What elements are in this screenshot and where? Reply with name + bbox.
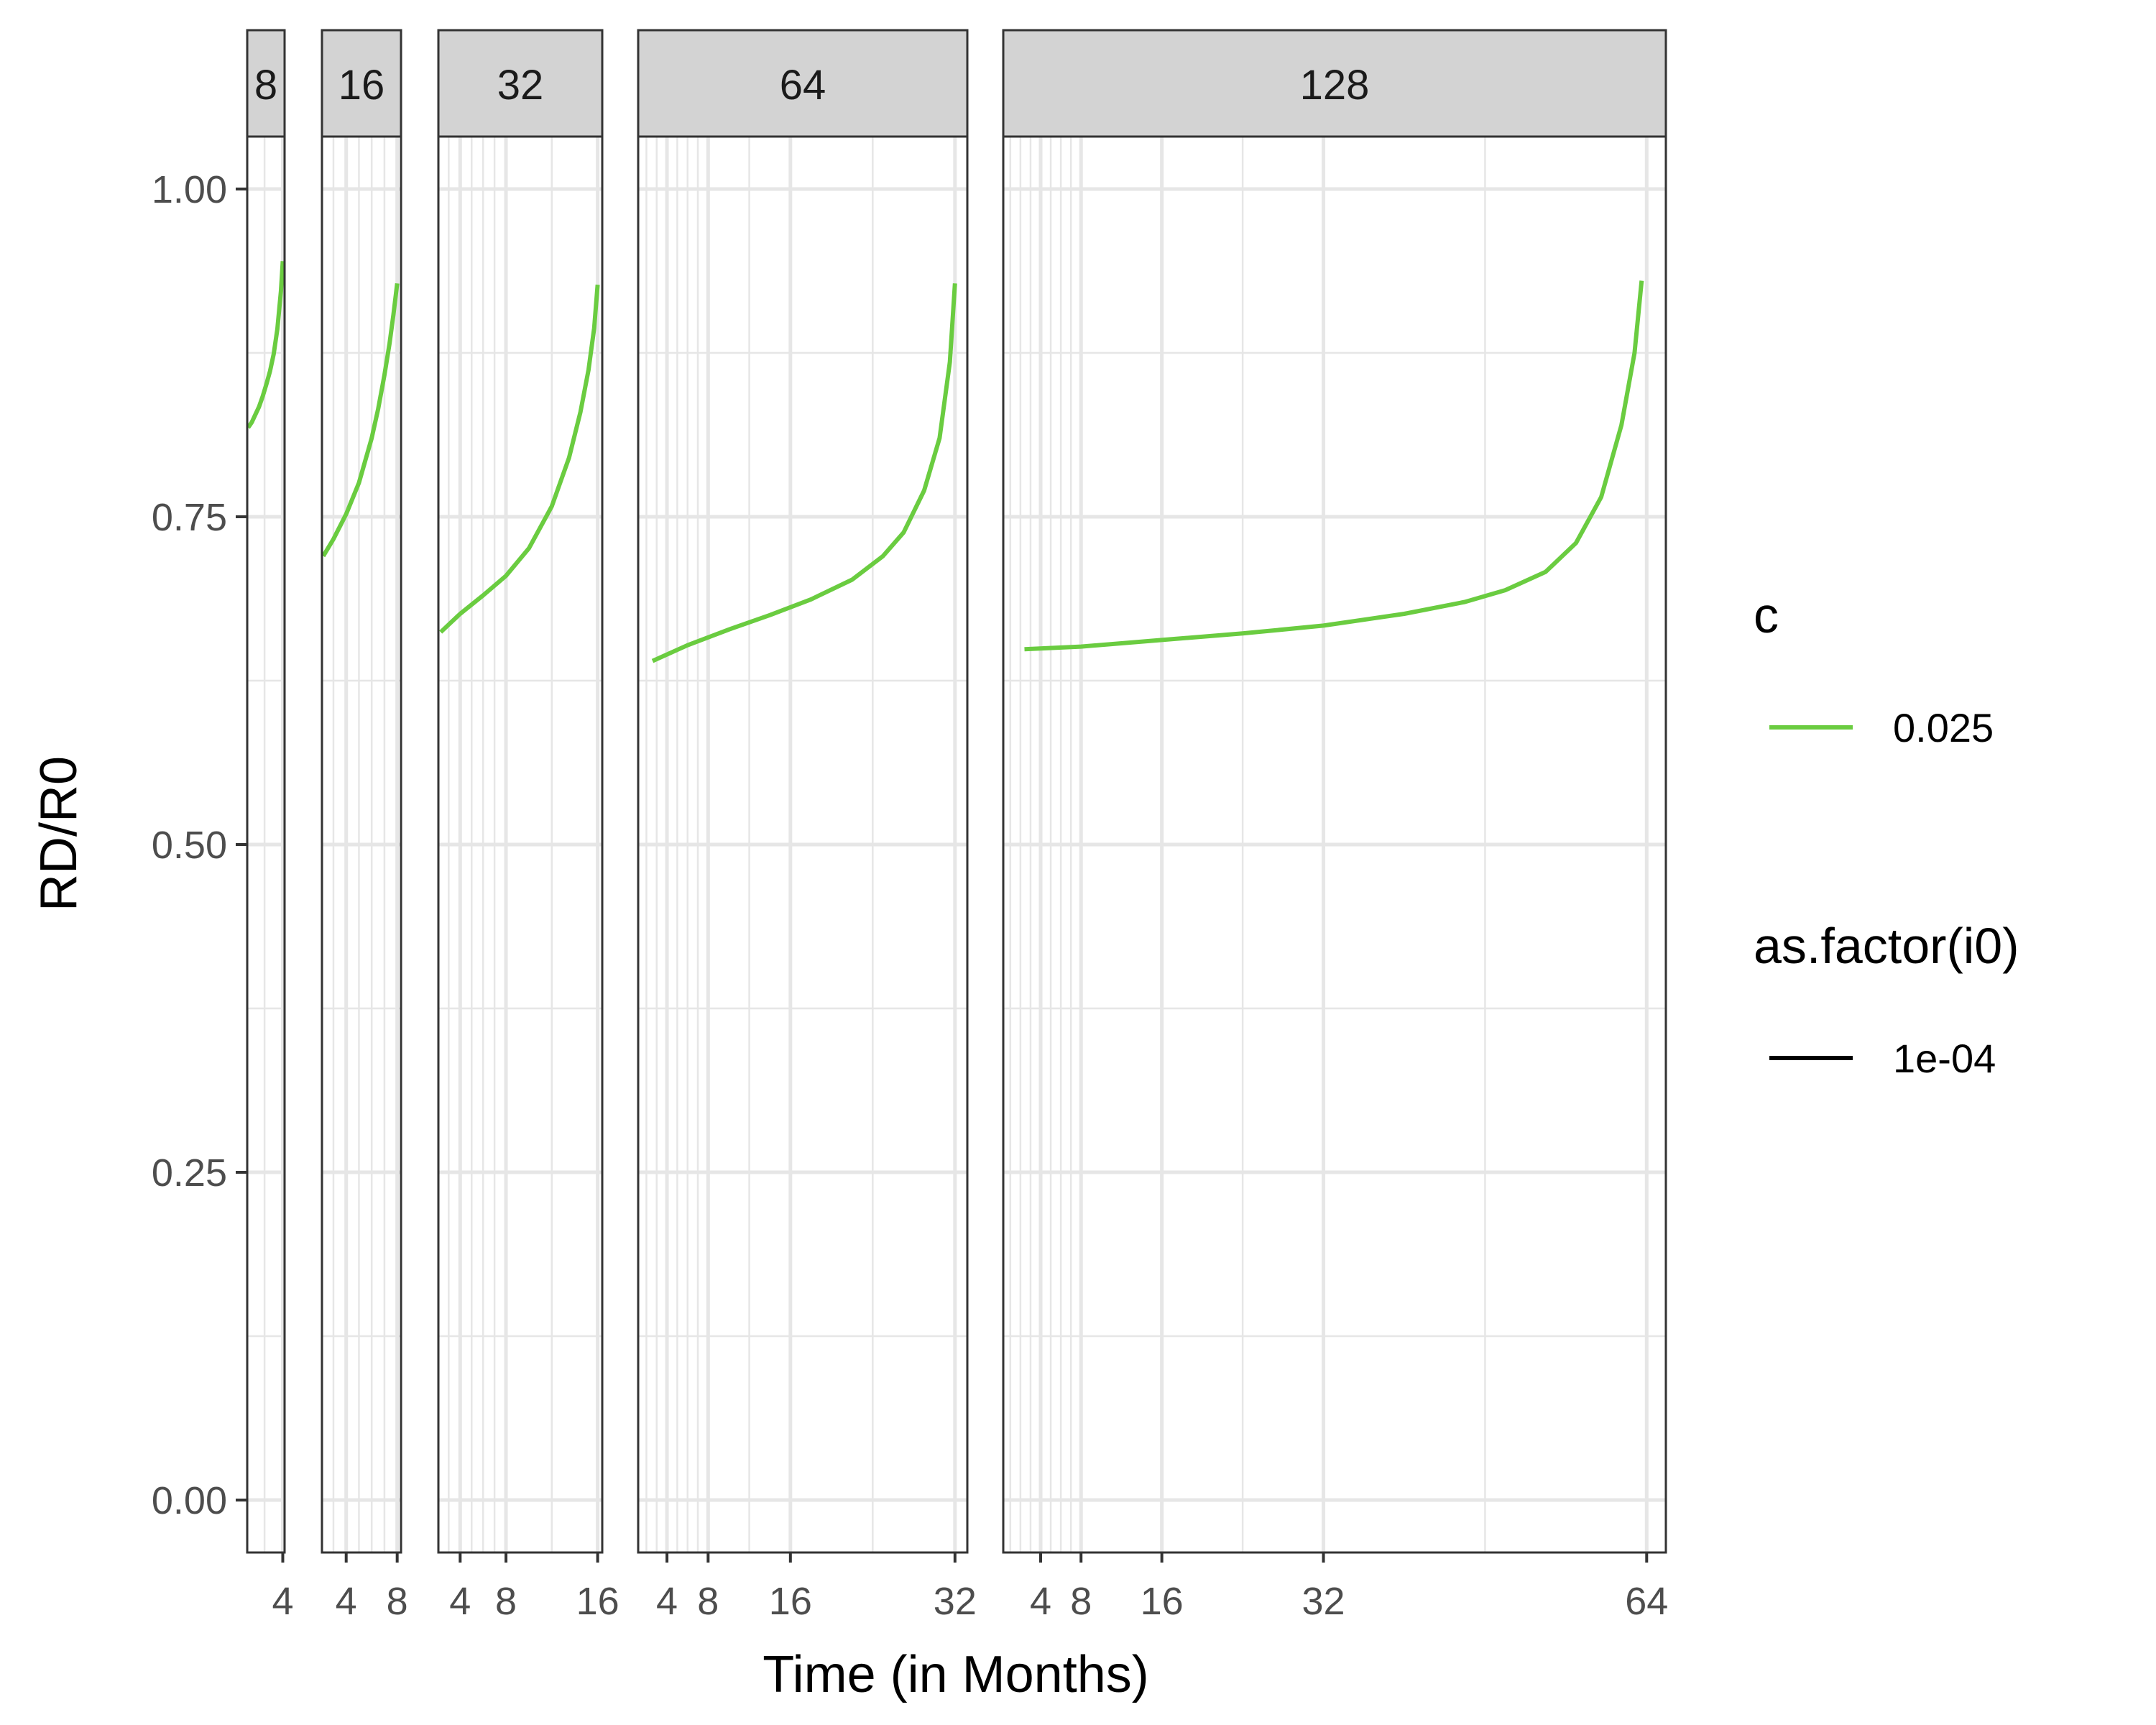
- facet-strip-label: 8: [254, 62, 277, 109]
- legend-title: as.factor(i0): [1754, 918, 2019, 974]
- facet-strip: [637, 29, 969, 138]
- x-tick-label: 16: [769, 1580, 812, 1623]
- legend-title: c: [1754, 587, 1779, 643]
- series-line-facet-64: [651, 283, 957, 663]
- y-tick-label: 0.25: [152, 1151, 227, 1195]
- y-tick-label: 0.00: [152, 1479, 227, 1522]
- facet-strip: [321, 29, 402, 138]
- facet-strip: [437, 29, 604, 138]
- facet-strip-label: 64: [780, 62, 826, 109]
- legend-i0: as.factor(i0) 1e-04: [1754, 918, 2019, 1081]
- series-line-facet-8: [246, 261, 285, 429]
- series-line-facet-32: [439, 284, 600, 634]
- x-tick-label: 4: [656, 1580, 678, 1623]
- x-tick-label: 4: [449, 1580, 471, 1623]
- facet-strip-label: 32: [497, 62, 544, 109]
- y-axis: 0.00 0.25 0.50 0.75 1.00: [152, 168, 247, 1522]
- facet-strip-label: 128: [1300, 62, 1370, 109]
- x-tick-label: 8: [387, 1580, 408, 1623]
- y-tick-label: 1.00: [152, 168, 227, 211]
- x-tick-label: 8: [697, 1580, 719, 1623]
- legend: c 0.025 as.factor(i0) 1e-04: [1754, 587, 2019, 1081]
- x-tick-label: 8: [1070, 1580, 1092, 1623]
- series-line-facet-16: [321, 282, 400, 558]
- y-tick-label: 0.75: [152, 496, 227, 539]
- facet-strip: [1002, 29, 1667, 138]
- x-tick-label: 32: [1302, 1580, 1345, 1623]
- y-axis-title: RD/R0: [30, 756, 88, 911]
- facet-strip: [246, 29, 286, 138]
- y-tick-label: 0.50: [152, 824, 227, 867]
- x-tick-label: 16: [576, 1580, 619, 1623]
- x-tick-label: 32: [934, 1580, 977, 1623]
- x-tick-label: 64: [1625, 1580, 1668, 1623]
- legend-entry-label: 1e-04: [1893, 1036, 1996, 1081]
- legend-c: c 0.025: [1754, 587, 1994, 750]
- facet-panel-64: 64 4 8 16 32: [637, 29, 977, 1623]
- x-tick-label: 4: [336, 1580, 357, 1623]
- facet-panel-16: 164 8: [321, 29, 408, 1623]
- x-tick-label: 8: [495, 1580, 517, 1623]
- series-line-facet-128: [1024, 280, 1644, 652]
- x-tick-label: 4: [272, 1580, 293, 1623]
- facet-panel-128: 128 4 8 16 32 64: [1002, 29, 1668, 1623]
- x-tick-label: 16: [1141, 1580, 1184, 1623]
- facet-strip-label: 16: [338, 62, 385, 109]
- x-axis-title: Time (in Months): [763, 1646, 1148, 1703]
- legend-entry-label: 0.025: [1893, 705, 1994, 750]
- x-tick-label: 4: [1030, 1580, 1051, 1623]
- facet-panel-8: 84: [246, 29, 293, 1623]
- facet-panel-32: 32 4 8 16: [437, 29, 619, 1623]
